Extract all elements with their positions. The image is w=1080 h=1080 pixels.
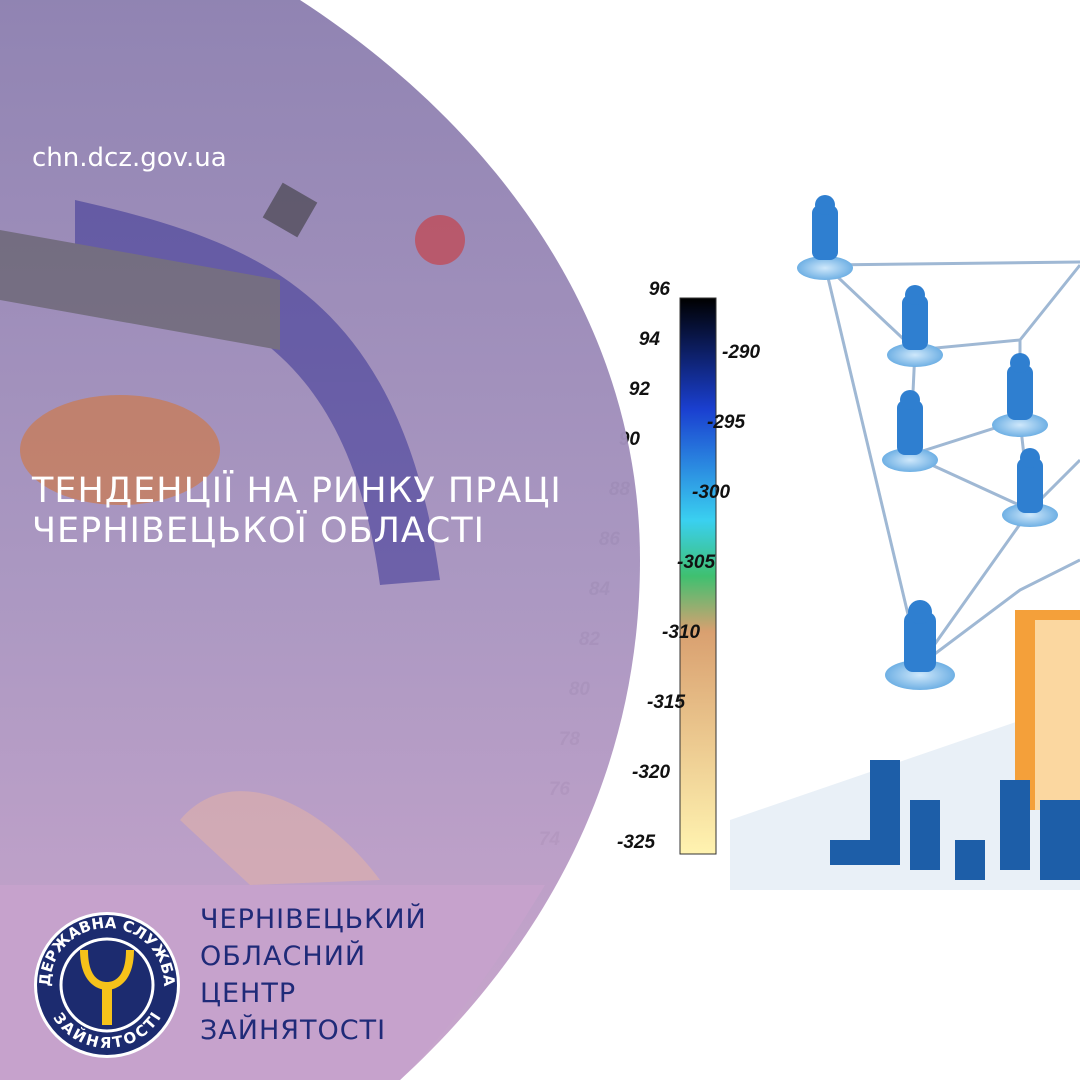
scale-label: -325 [617,832,655,853]
org-line: ЧЕРНІВЕЦЬКИЙ [200,903,427,935]
scale-label: 92 [629,379,651,400]
scale-label: -300 [692,482,730,503]
title-line: ЧЕРНІВЕЦЬКОЇ ОБЛАСТІ [32,509,485,551]
colorbar-right-scale: -290 -295 -300 -305 -310 -315 -320 -325 [617,342,760,853]
org-line: ЦЕНТР [200,978,296,1009]
colorbar [679,297,717,855]
scale-label: 96 [649,279,671,300]
org-line: ОБЛАСНИЙ [200,940,366,972]
network-nodes [797,195,1058,690]
scale-label: -305 [677,552,715,573]
photo-illustration [0,182,465,885]
scale-label: -320 [632,762,670,783]
scale-label: -315 [647,692,685,713]
title-line: ТЕНДЕНЦІЇ НА РИНКУ ПРАЦІ [31,469,562,511]
scale-label: -310 [662,622,700,643]
scale-label: 94 [639,329,661,350]
website-url: chn.dcz.gov.ua [32,143,227,173]
org-line: ЗАЙНЯТОСТІ [200,1014,386,1046]
bar-illustration [730,610,1080,890]
scale-label: -290 [722,342,760,363]
scale-label: -295 [707,412,745,433]
organization-name: ЧЕРНІВЕЦЬКИЙ ОБЛАСНИЙ ЦЕНТР ЗАЙНЯТОСТІ [200,903,427,1046]
logo: ДЕРЖАВНА СЛУЖБА ЗАЙНЯТОСТІ [34,912,180,1058]
